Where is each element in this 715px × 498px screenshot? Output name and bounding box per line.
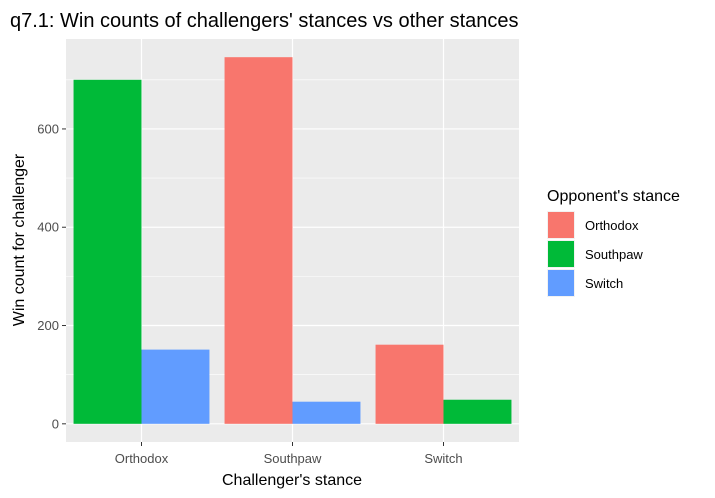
y-tick-label: 0 — [52, 416, 59, 431]
bars — [73, 57, 512, 424]
legend-label-orthodox: Orthodox — [585, 218, 639, 233]
bar-switch-vs-orthodox — [375, 344, 444, 424]
bar-orthodox-vs-southpaw — [73, 79, 142, 424]
legend-label-southpaw: Southpaw — [585, 247, 643, 262]
legend-title: Opponent's stance — [547, 188, 680, 205]
legend: Opponent's stance Orthodox Southpaw Switch — [547, 188, 680, 297]
y-axis-title: Win count for challenger — [11, 153, 28, 326]
y-axis: 0 200 400 600 — [37, 121, 66, 431]
x-tick-label: Southpaw — [264, 451, 322, 466]
x-tick-label: Switch — [424, 451, 462, 466]
legend-key-switch — [548, 270, 574, 296]
x-axis: Orthodox Southpaw Switch — [115, 442, 463, 466]
x-axis-title: Challenger's stance — [222, 472, 362, 489]
legend-key-orthodox — [548, 212, 574, 238]
bar-southpaw-vs-orthodox — [224, 57, 293, 424]
bar-switch-vs-southpaw — [443, 399, 512, 424]
bar-southpaw-vs-switch — [292, 401, 361, 424]
legend-key-southpaw — [548, 241, 574, 267]
y-tick-label: 400 — [37, 220, 59, 235]
legend-label-switch: Switch — [585, 276, 623, 291]
bar-orthodox-vs-switch — [141, 349, 210, 424]
y-tick-label: 200 — [37, 318, 59, 333]
chart-title: q7.1: Win counts of challengers' stances… — [10, 10, 519, 32]
x-tick-label: Orthodox — [115, 451, 169, 466]
y-tick-label: 600 — [37, 121, 59, 136]
